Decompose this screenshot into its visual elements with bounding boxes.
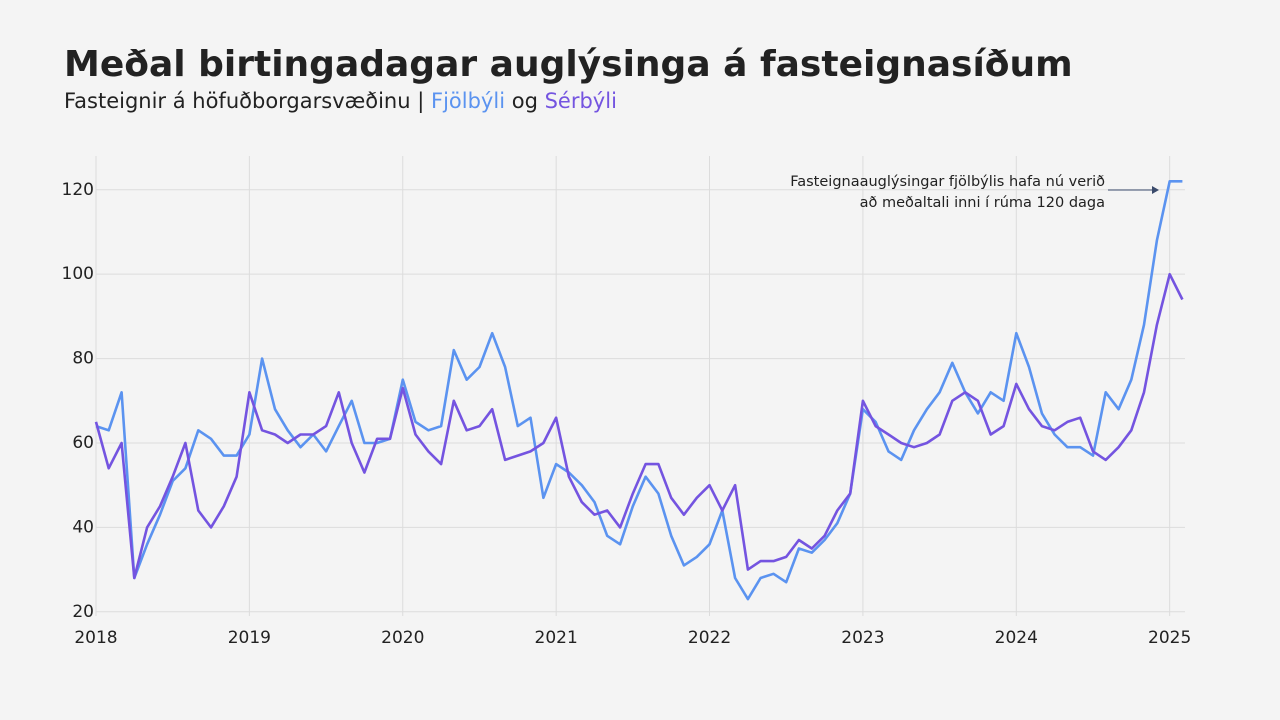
plot: 20 40 60 80 100 120 2018 2019 2020 2021 2022 2023 20… [62,156,1191,648]
y-tick-label: 120 [62,180,94,200]
series-line [94,272,1184,580]
x-tick-label: 2020 [381,628,424,648]
y-tick-label: 60 [72,433,94,453]
y-tick-label: 20 [72,602,94,622]
x-tick-label: 2021 [535,628,578,648]
legend-entry: Sérbýli [545,89,617,113]
y-tick-label: 100 [62,264,94,284]
annotation: að meðaltali inni í rúma 120 daga [860,195,1105,211]
chart-title: Meðal birtingadagar auglýsinga á fasteig… [64,44,1073,85]
x-tick-label: 2025 [1148,628,1191,648]
x-tick-label: 2018 [74,628,117,648]
x-tick-label: 2019 [228,628,271,648]
chart-subtitle: Fasteignir á höfuðborgarsvæðinu | Fjölbý… [64,89,617,114]
y-tick-label: 40 [72,517,94,537]
subtitle-joiner: og [512,89,538,113]
series-line [95,180,1183,601]
x-tick-label: 2023 [841,628,884,648]
subtitle-text: Fasteignir á höfuðborgarsvæðinu | [64,89,424,114]
y-tick-label: 80 [72,349,94,369]
x-tick-label: 2022 [688,628,731,648]
annotation-arrowhead [1152,186,1159,194]
x-tick-label: 2024 [995,628,1038,648]
legend-entry: Fjölbýli [431,89,505,113]
annotation: Fasteignaauglýsingar fjölbýlis hafa nú v… [790,174,1105,190]
